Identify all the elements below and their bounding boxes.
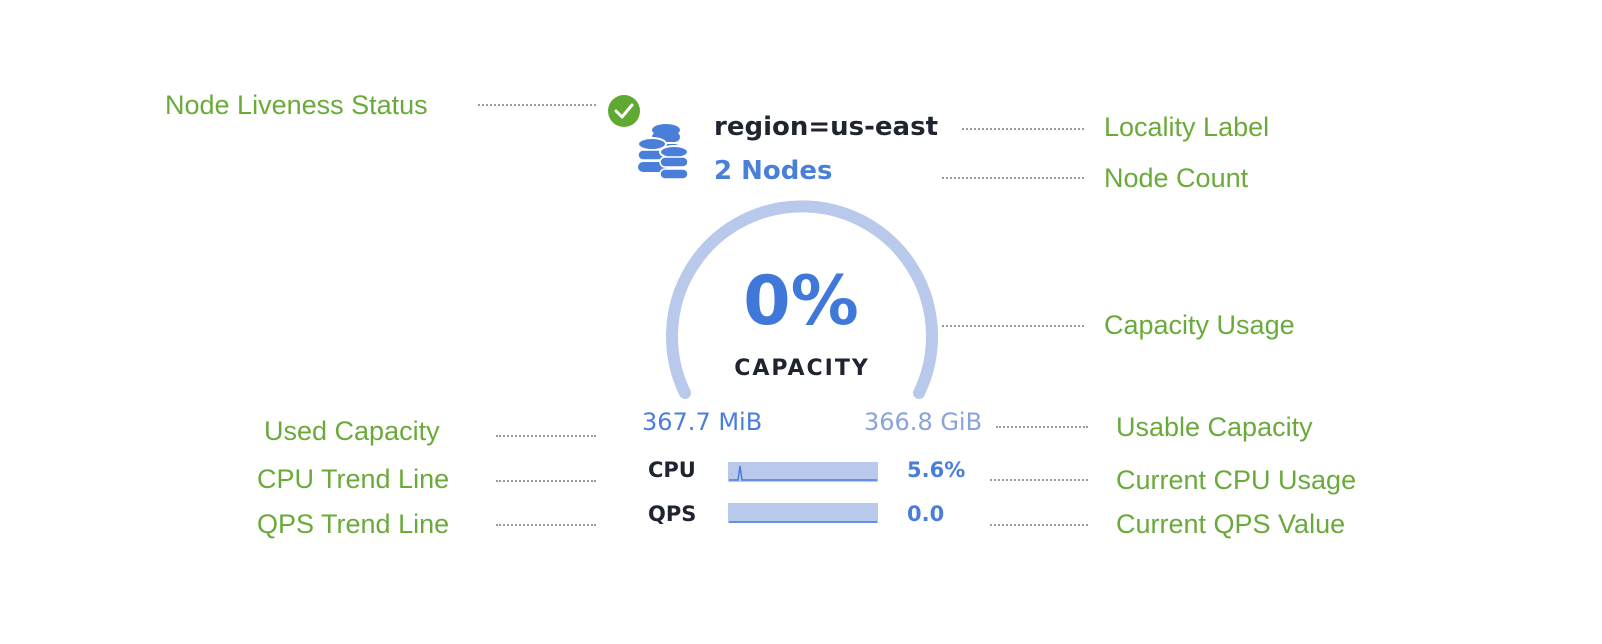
usable-capacity: 366.8 GiB (864, 408, 983, 436)
annotation-capacity-usage: Capacity Usage (1104, 310, 1295, 340)
annotation-usable-capacity: Usable Capacity (1116, 412, 1313, 442)
capacity-label: CAPACITY (734, 356, 870, 381)
capacity-percent: 0% (743, 262, 859, 341)
cpu-value: 5.6% (907, 458, 966, 482)
node-count[interactable]: 2 Nodes (714, 156, 833, 186)
locality-label: region=us-east (714, 112, 938, 142)
annotation-current-cpu: Current CPU Usage (1116, 465, 1357, 495)
check-circle-icon (608, 95, 640, 127)
qps-label: QPS (648, 502, 697, 526)
annotation-used-capacity: Used Capacity (264, 416, 440, 446)
leader-line (478, 104, 596, 106)
qps-value: 0.0 (907, 502, 945, 526)
leader-line (962, 128, 1084, 130)
database-stack-icon (637, 124, 689, 180)
annotation-node-count: Node Count (1104, 163, 1249, 193)
leader-line (942, 325, 1084, 327)
annotation-qps-trend: QPS Trend Line (257, 509, 450, 539)
annotation-locality: Locality Label (1104, 112, 1270, 142)
annotation-cpu-trend: CPU Trend Line (257, 464, 450, 494)
annotation-current-qps: Current QPS Value (1116, 509, 1346, 539)
leader-line (496, 480, 596, 482)
leader-line (990, 479, 1088, 481)
leader-line (942, 177, 1084, 179)
cpu-trend-line (728, 462, 878, 482)
leader-line (996, 426, 1088, 428)
annotation-liveness: Node Liveness Status (165, 90, 428, 120)
used-capacity: 367.7 MiB (642, 408, 763, 436)
leader-line (496, 524, 596, 526)
gauge-track (666, 200, 938, 399)
cpu-label: CPU (648, 458, 696, 482)
leader-line (990, 524, 1088, 526)
leader-line (496, 435, 596, 437)
qps-trend-line (728, 503, 878, 523)
